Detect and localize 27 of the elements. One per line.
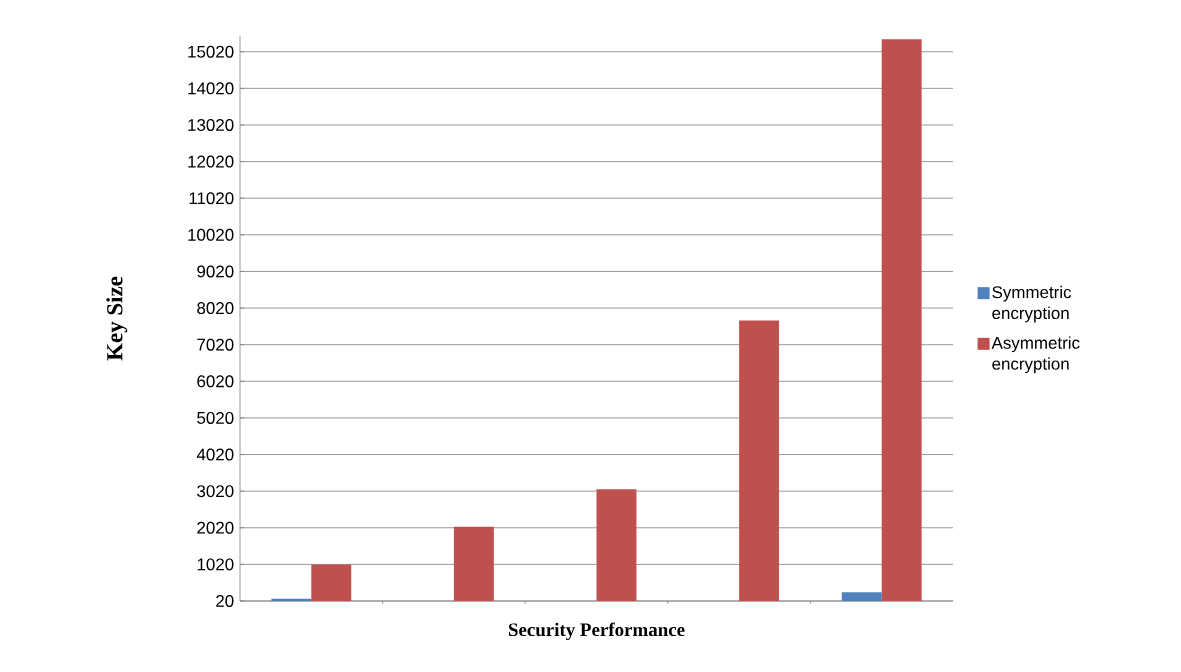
y-tick-label: 6020 bbox=[197, 375, 234, 388]
bar bbox=[881, 39, 922, 601]
y-tick-label: 3020 bbox=[197, 485, 234, 498]
y-tick-label: 4020 bbox=[196, 448, 234, 461]
y-tick-label: 15020 bbox=[188, 45, 234, 58]
y-tick-label: 14020 bbox=[188, 82, 234, 95]
y-tick-label: 10020 bbox=[188, 228, 234, 241]
y-tick-label: 20 bbox=[216, 595, 234, 607]
bar bbox=[453, 526, 494, 601]
y-tick-label: 9020 bbox=[197, 265, 234, 278]
y-tick-label: 13020 bbox=[188, 118, 234, 131]
y-tick-label: 7020 bbox=[197, 338, 234, 351]
y-tick-label: 1020 bbox=[197, 558, 234, 571]
legend-label: Asymmetric encryption bbox=[991, 336, 1080, 374]
y-axis-title: Key Size bbox=[106, 276, 128, 361]
y-tick-label: 5020 bbox=[197, 411, 234, 424]
y-tick-label: 2020 bbox=[197, 521, 234, 534]
bar bbox=[311, 564, 352, 601]
y-tick-label: 8020 bbox=[197, 302, 234, 315]
legend-label: Symmetric encryption bbox=[992, 285, 1072, 323]
bar bbox=[271, 598, 312, 601]
y-tick-label: 11020 bbox=[189, 192, 234, 205]
y-tick-label: 12020 bbox=[188, 155, 234, 168]
bar bbox=[596, 489, 637, 601]
x-axis-title: Security Performance bbox=[508, 622, 685, 640]
bar bbox=[739, 320, 780, 601]
bar bbox=[841, 592, 882, 601]
